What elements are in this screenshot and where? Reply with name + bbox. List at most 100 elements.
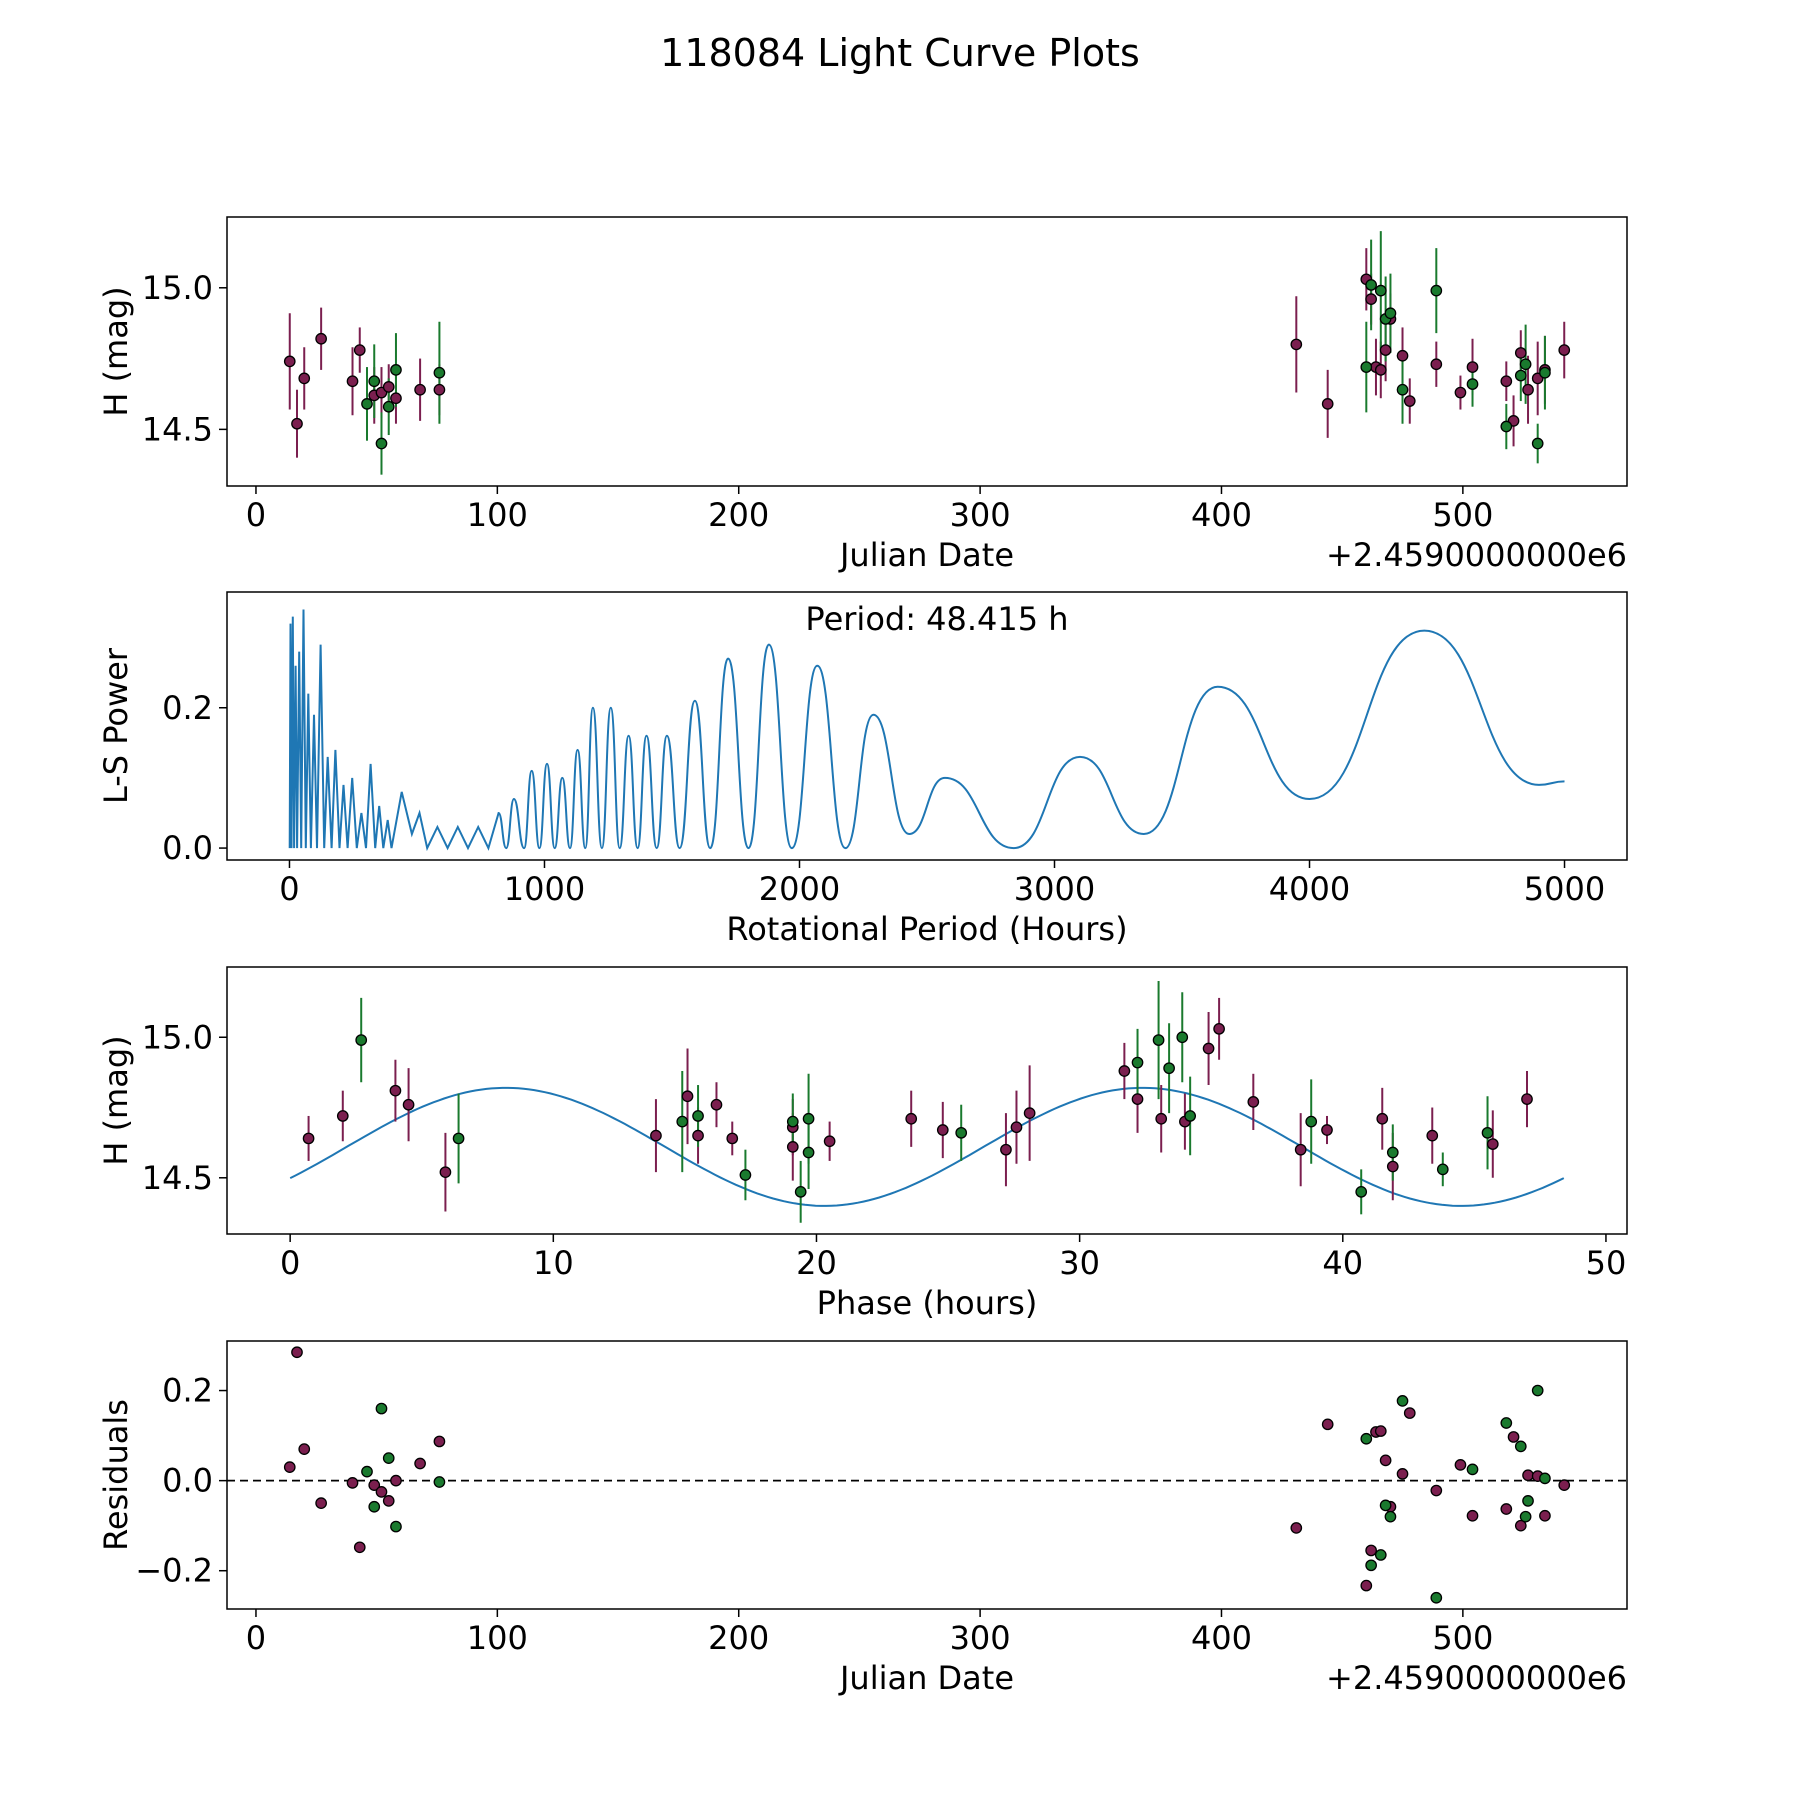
magenta-point [1558, 1479, 1571, 1491]
magenta-point [1118, 1065, 1131, 1077]
green-point [955, 1126, 968, 1139]
green-point [361, 398, 373, 410]
magenta-point [1294, 1143, 1307, 1156]
magenta-point [1430, 358, 1443, 371]
magenta-point [433, 1435, 446, 1448]
magenta-point [414, 383, 426, 396]
magenta-point [726, 1132, 739, 1145]
green-point [802, 1112, 815, 1125]
x-axis-label: Julian Date [838, 1659, 1014, 1697]
magenta-point [1290, 338, 1303, 351]
x-tick-label: 0 [246, 1619, 266, 1657]
green-point [368, 1500, 381, 1513]
magenta-point [346, 375, 359, 388]
magenta-point [346, 1477, 359, 1489]
magenta-point [1386, 1160, 1399, 1173]
green-point [375, 437, 388, 450]
magenta-point [681, 1090, 694, 1103]
x-axis-label: Rotational Period (Hours) [726, 910, 1127, 948]
y-tick-label: −0.2 [135, 1552, 213, 1590]
y-tick-label: 0.2 [162, 1372, 213, 1410]
magenta-point [1521, 1093, 1533, 1105]
green-point [1500, 420, 1513, 433]
green-point [1519, 1510, 1532, 1523]
power-spectrum-line [288, 609, 1565, 852]
green-point [361, 1465, 373, 1478]
x-tick-label: 200 [708, 1619, 769, 1657]
magenta-point [710, 1098, 723, 1111]
y-axis-label: H (mag) [97, 286, 135, 416]
green-point [433, 366, 446, 379]
green-point [1519, 358, 1532, 371]
green-point [676, 1115, 689, 1128]
plot-frame [226, 591, 1628, 861]
magenta-point [786, 1141, 799, 1153]
x-tick-label: 400 [1191, 1619, 1252, 1657]
magenta-point [1403, 1407, 1416, 1419]
x-tick-label: 0 [246, 496, 266, 534]
magenta-point [1379, 344, 1392, 356]
green-point [739, 1169, 752, 1181]
green-point [802, 1146, 815, 1159]
green-point [1500, 1417, 1513, 1429]
green-point [452, 1132, 465, 1145]
green-point [1481, 1126, 1494, 1139]
x-tick-label: 0 [280, 1244, 300, 1282]
magenta-point [302, 1132, 315, 1145]
green-point [1365, 1559, 1377, 1572]
magenta-point [291, 1346, 303, 1359]
magenta-point [1454, 1459, 1467, 1471]
magenta-point [1466, 361, 1479, 373]
magenta-point [1426, 1129, 1439, 1142]
x-tick-label: 100 [467, 496, 528, 534]
magenta-point [1365, 293, 1377, 305]
plot-frame [226, 966, 1628, 1235]
magenta-point [1507, 1431, 1520, 1443]
magenta-point [1500, 375, 1513, 388]
green-point [1305, 1115, 1318, 1128]
y-tick-label: 0.0 [162, 829, 213, 867]
green-point [355, 1034, 368, 1046]
green-point [1531, 1384, 1544, 1397]
green-point [382, 1452, 395, 1464]
magenta-point [382, 381, 395, 393]
green-point [1379, 1499, 1392, 1512]
green-point [1360, 361, 1373, 373]
magenta-point [402, 1098, 415, 1111]
magenta-point [336, 1110, 349, 1122]
x-offset-text: +2.4590000000e6 [1326, 1659, 1627, 1697]
green-point [1386, 1146, 1399, 1159]
green-point [1514, 369, 1527, 382]
magenta-point [283, 1461, 296, 1473]
magenta-point [1500, 1503, 1513, 1515]
green-point [1384, 307, 1397, 320]
green-point [433, 1476, 446, 1488]
green-point [1365, 279, 1377, 291]
magenta-point [1522, 1469, 1534, 1482]
magenta-point [390, 392, 402, 405]
green-point [794, 1185, 807, 1198]
green-point [1163, 1062, 1175, 1075]
magenta-point [390, 1474, 402, 1487]
x-tick-label: 0 [279, 870, 299, 908]
green-point [786, 1115, 799, 1128]
magenta-point [1403, 395, 1416, 407]
magenta-point [291, 417, 303, 430]
x-tick-label: 400 [1191, 496, 1252, 534]
green-point [375, 1402, 388, 1415]
magenta-point [382, 1495, 395, 1507]
green-point [1384, 1510, 1397, 1523]
magenta-point [1514, 1519, 1527, 1532]
y-tick-label: 15.0 [142, 1018, 213, 1056]
magenta-point [1514, 347, 1527, 359]
magenta-point [1290, 1522, 1303, 1534]
green-point [1539, 1472, 1551, 1485]
green-point [1514, 1440, 1527, 1453]
lightcurve-panel: 0 100 200 300 400 500 14.5 15.0 Julian Date H (ma… [97, 216, 1628, 574]
magenta-point [1010, 1121, 1023, 1134]
magenta-point [1247, 1096, 1260, 1108]
period-annotation: Period: 48.415 h [805, 600, 1068, 638]
green-point [1430, 1591, 1443, 1604]
